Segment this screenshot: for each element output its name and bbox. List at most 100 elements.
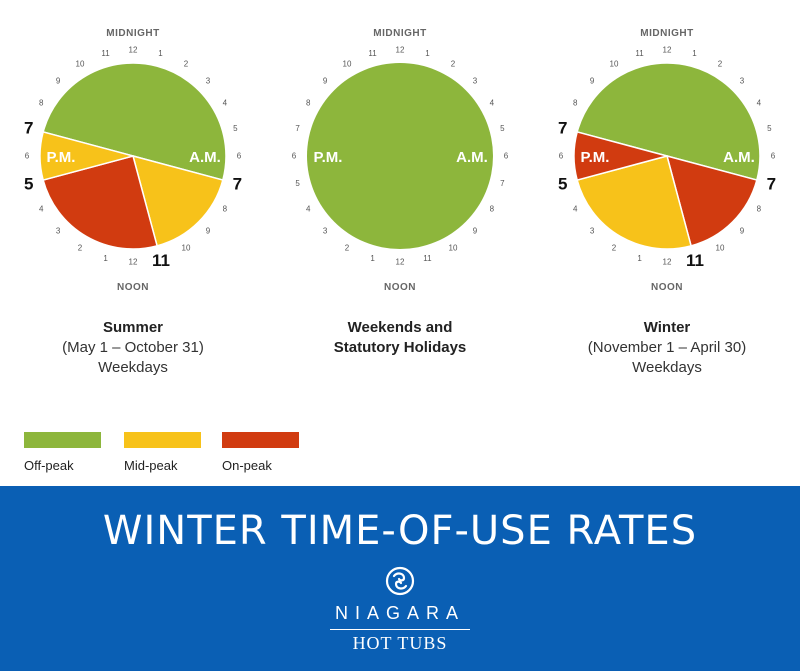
hour-label: 12 bbox=[396, 258, 405, 267]
hour-label: 6 bbox=[771, 152, 776, 161]
hour-label: 10 bbox=[182, 243, 191, 252]
hour-label: 7 bbox=[500, 179, 505, 188]
hour-label: 4 bbox=[306, 205, 311, 214]
clock-segment-mid-peak bbox=[576, 155, 692, 250]
hour-label: 4 bbox=[39, 205, 44, 214]
hour-label: 5 bbox=[500, 124, 505, 133]
summer-clock-diagram: 12 1234567891011121234567891011MIDNIGHTNO… bbox=[24, 28, 242, 293]
clock-summer: 12 1 2 3 4 5 6 7 8 9 10 11 12 1 2 3 4 5 6 7 8 9 10 11 MIDNIGHT NO… bbox=[3, 0, 263, 420]
hour-label: 2 bbox=[345, 243, 350, 252]
hour-label: 11 bbox=[101, 49, 110, 58]
midnight-label: MIDNIGHT bbox=[106, 28, 159, 39]
hour-label: 7 bbox=[558, 119, 567, 138]
clock-segment-off-peak bbox=[42, 62, 227, 181]
clock-segment-on-peak bbox=[573, 131, 670, 181]
am-label: A.M. bbox=[723, 149, 755, 166]
hour-label: 8 bbox=[490, 205, 495, 214]
hour-label: 3 bbox=[206, 77, 211, 86]
hour-label: 9 bbox=[56, 77, 61, 86]
hour-label: 4 bbox=[490, 99, 495, 108]
hour-label: 5 bbox=[558, 174, 567, 193]
hour-label: 5 bbox=[233, 124, 238, 133]
hour-label: 9 bbox=[590, 77, 595, 86]
hour-label: 8 bbox=[39, 99, 44, 108]
hour-label: 6 bbox=[237, 152, 242, 161]
hour-label: 10 bbox=[343, 60, 352, 69]
pm-label: P.M. bbox=[47, 149, 76, 166]
summer-caption-title: Summer bbox=[102, 319, 164, 336]
hour-label: 12 bbox=[396, 46, 405, 55]
hour-label: 5 bbox=[24, 174, 33, 193]
hour-label: 3 bbox=[740, 77, 745, 86]
hour-label: 1 bbox=[425, 49, 430, 58]
footer-banner: WINTER TIME-OF-USE RATES NIAGARA HOT TUB… bbox=[0, 486, 800, 671]
clock-segment-on-peak bbox=[665, 154, 758, 247]
hour-label: 1 bbox=[637, 254, 642, 263]
brand-name-hot-tubs: HOT TUBS bbox=[352, 633, 448, 653]
hour-label: 7 bbox=[233, 174, 242, 193]
hour-label: 8 bbox=[573, 99, 578, 108]
hour-label: 11 bbox=[423, 254, 432, 263]
clock-weekends: 12 1 2 3 4 5 6 7 8 9 10 11 12 1 2 3 4 5 6 7 8 9 10 11 MIDNIGHT NO… bbox=[270, 0, 530, 420]
hour-label: 8 bbox=[757, 205, 762, 214]
hour-label: 2 bbox=[612, 243, 617, 252]
summer-caption-days: Weekdays bbox=[98, 359, 168, 376]
legend-item-mid-peak: Mid-peak bbox=[124, 432, 204, 473]
clock-segment-off-peak bbox=[307, 63, 493, 249]
hour-label: 10 bbox=[716, 243, 725, 252]
hour-label: 11 bbox=[152, 251, 170, 270]
weekends-caption-title: Weekends and bbox=[347, 319, 453, 336]
rate-legend: Off-peak Mid-peak On-peak bbox=[24, 432, 344, 482]
hour-label: 6 bbox=[292, 152, 297, 161]
legend-swatch-off-peak bbox=[24, 432, 101, 448]
hour-label: 1 bbox=[692, 49, 697, 58]
hour-label: 10 bbox=[610, 60, 619, 69]
midnight-label: MIDNIGHT bbox=[373, 28, 426, 39]
legend-label-mid-peak: Mid-peak bbox=[124, 458, 178, 473]
hour-label: 6 bbox=[25, 152, 30, 161]
clock-segment-on-peak bbox=[42, 155, 158, 250]
brand-name-niagara: NIAGARA bbox=[334, 603, 466, 623]
legend-swatch-mid-peak bbox=[124, 432, 201, 448]
hour-label: 12 bbox=[129, 46, 138, 55]
am-label: A.M. bbox=[189, 149, 221, 166]
legend-label-on-peak: On-peak bbox=[222, 458, 272, 473]
summer-caption: Summer (May 1 – October 31) Weekdays bbox=[3, 318, 263, 378]
hour-label: 3 bbox=[590, 226, 595, 235]
pm-label: P.M. bbox=[581, 149, 610, 166]
hour-label: 3 bbox=[473, 77, 478, 86]
clock-segment-mid-peak bbox=[131, 154, 224, 247]
hour-label: 4 bbox=[573, 205, 578, 214]
legend-item-on-peak: On-peak bbox=[222, 432, 302, 473]
hour-label: 2 bbox=[78, 243, 83, 252]
hour-label: 3 bbox=[56, 226, 61, 235]
hour-label: 1 bbox=[103, 254, 108, 263]
noon-label: NOON bbox=[117, 282, 149, 293]
hour-label: 12 bbox=[663, 46, 672, 55]
hour-label: 6 bbox=[559, 152, 564, 161]
legend-swatch-on-peak bbox=[222, 432, 299, 448]
hour-label: 1 bbox=[370, 254, 375, 263]
hour-label: 8 bbox=[223, 205, 228, 214]
winter-caption-days: Weekdays bbox=[632, 359, 702, 376]
hour-label: 5 bbox=[295, 179, 300, 188]
summer-caption-dates: (May 1 – October 31) bbox=[62, 339, 204, 356]
hour-label: 3 bbox=[323, 226, 328, 235]
clock-winter: 12 1 2 3 4 5 6 7 8 9 10 11 12 1 2 3 4 5 6 7 8 9 10 11 MIDNIGHT NO… bbox=[537, 0, 797, 420]
clock-segment-off-peak bbox=[576, 62, 761, 181]
hour-label: 7 bbox=[767, 174, 776, 193]
hour-label: 4 bbox=[757, 99, 762, 108]
hour-label: 12 bbox=[129, 258, 138, 267]
clock-segment-mid-peak bbox=[39, 131, 136, 181]
weekends-caption: Weekends and Statutory Holidays bbox=[270, 318, 530, 358]
hour-label: 10 bbox=[449, 243, 458, 252]
weekends-caption-subtitle: Statutory Holidays bbox=[333, 339, 467, 356]
hour-label: 1 bbox=[158, 49, 163, 58]
hour-label: 5 bbox=[767, 124, 772, 133]
midnight-label: MIDNIGHT bbox=[640, 28, 693, 39]
banner-title: WINTER TIME-OF-USE RATES bbox=[102, 508, 698, 554]
brand-divider bbox=[330, 629, 470, 630]
hour-label: 4 bbox=[223, 99, 228, 108]
hour-label: 9 bbox=[473, 226, 478, 235]
hour-label: 9 bbox=[740, 226, 745, 235]
